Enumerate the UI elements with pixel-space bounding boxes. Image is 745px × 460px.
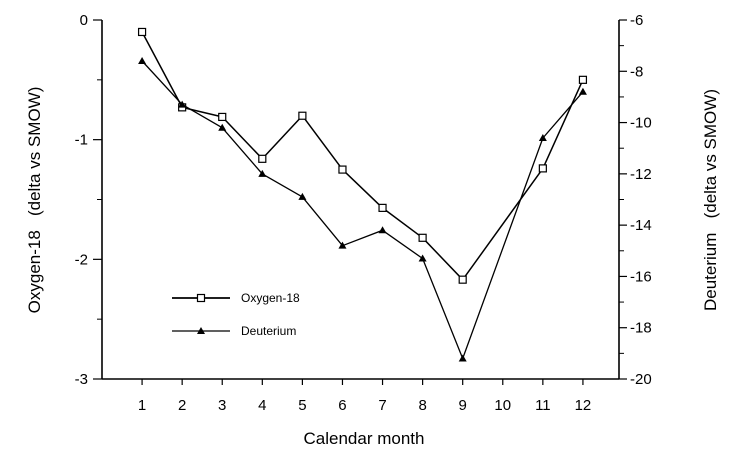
y2-tick-label: -16 bbox=[630, 268, 652, 285]
deuterium-point bbox=[378, 226, 387, 234]
y2-tick-label: -10 bbox=[630, 115, 652, 132]
oxygen-18-point bbox=[458, 275, 467, 284]
plot-frame bbox=[101, 20, 620, 380]
legend: Oxygen-18 Deuterium bbox=[172, 291, 300, 338]
x-tick-label: 8 bbox=[418, 397, 426, 414]
x-tick-label: 3 bbox=[218, 397, 226, 414]
deuterium-point bbox=[218, 123, 227, 131]
deuterium-point bbox=[138, 57, 147, 65]
oxygen-18-point bbox=[578, 75, 588, 84]
x-tick-label: 1 bbox=[138, 397, 146, 414]
series-layer bbox=[137, 27, 588, 362]
x-tick-label: 5 bbox=[298, 397, 306, 414]
oxygen-18-point bbox=[137, 27, 147, 37]
oxygen-18-point bbox=[418, 233, 427, 242]
deuterium-point bbox=[538, 133, 547, 141]
x-tick-label: 7 bbox=[378, 397, 386, 414]
deuterium-point bbox=[178, 100, 187, 108]
deuterium-point bbox=[298, 192, 307, 200]
x-tick-label: 12 bbox=[575, 397, 592, 414]
legend-deuterium-label: Deuterium bbox=[241, 324, 296, 338]
left-y-axis-ticks: 0 -1 -2 -3 bbox=[75, 12, 102, 388]
right-y-axis-ticks: -6 -8 -10 -12 -14 -16 -18 -20 bbox=[619, 12, 652, 388]
x-tick-label: 10 bbox=[494, 397, 511, 414]
x-tick-label: 6 bbox=[338, 397, 346, 414]
y2-tick-label: -8 bbox=[630, 63, 643, 80]
y-tick-label: -2 bbox=[75, 251, 88, 268]
oxygen-18-point bbox=[298, 111, 307, 120]
left-y-axis-title: Oxygen-18 (delta vs SMOW) bbox=[25, 87, 44, 314]
x-tick-label: 4 bbox=[258, 397, 266, 414]
x-tick-label: 11 bbox=[535, 397, 551, 414]
x-tick-label: 9 bbox=[459, 397, 467, 414]
deuterium-point bbox=[458, 354, 467, 362]
oxygen-18-point bbox=[258, 154, 267, 163]
oxygen-18-line bbox=[141, 31, 584, 281]
x-axis-ticks: 1 2 3 4 5 6 7 8 9 10 11 12 bbox=[138, 379, 591, 414]
deuterium-point bbox=[338, 241, 347, 249]
y2-tick-label: -20 bbox=[630, 371, 652, 388]
oxygen-18-point bbox=[538, 164, 547, 173]
deuterium-line bbox=[141, 60, 584, 360]
deuterium-point bbox=[258, 169, 267, 177]
right-y-axis-title: Deuterium (delta vs SMOW) bbox=[701, 89, 720, 311]
oxygen-18-point bbox=[218, 112, 227, 122]
oxygen-18-point bbox=[338, 165, 347, 174]
x-axis-title: Calendar month bbox=[304, 429, 425, 448]
y-tick-label: -3 bbox=[75, 371, 88, 388]
oxygen-18-point bbox=[378, 203, 387, 212]
deuterium-point bbox=[418, 254, 427, 262]
y2-tick-label: -12 bbox=[630, 166, 652, 183]
y2-tick-label: -14 bbox=[630, 217, 652, 234]
x-tick-label: 2 bbox=[178, 397, 186, 414]
y2-tick-label: -18 bbox=[630, 320, 652, 337]
legend-oxygen-label: Oxygen-18 bbox=[241, 291, 300, 305]
y-tick-label: -1 bbox=[75, 132, 88, 149]
y-tick-label: 0 bbox=[80, 12, 88, 29]
deuterium-point bbox=[578, 87, 587, 95]
y2-tick-label: -6 bbox=[630, 12, 643, 29]
legend-oxygen-marker bbox=[196, 293, 206, 303]
legend-deuterium-marker bbox=[197, 327, 205, 334]
